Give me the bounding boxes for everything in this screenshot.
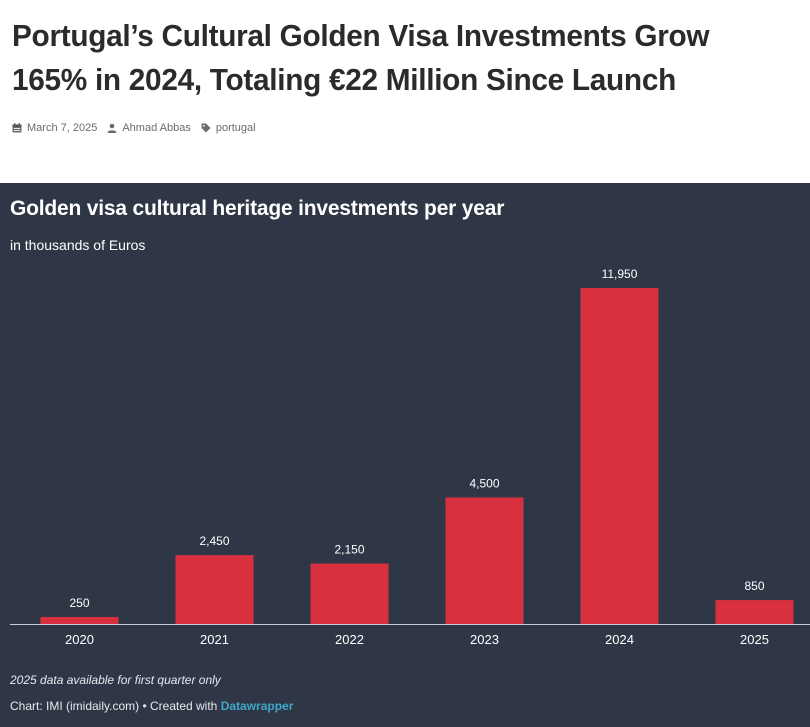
meta-author[interactable]: Ahmad Abbas: [107, 122, 191, 134]
meta-author-text[interactable]: Ahmad Abbas: [122, 122, 191, 134]
chart-credit: Chart: IMI (imidaily.com) • Created with…: [10, 699, 293, 713]
chart-footnote: 2025 data available for first quarter on…: [10, 673, 221, 687]
bar-2024: [580, 288, 659, 624]
bar-chart: 250 2020 2,450 2021 2,150 2022 4,500 2023 11,950…: [10, 267, 810, 647]
value-label-2023: 4,500: [469, 476, 499, 490]
chart-card: Golden visa cultural heritage investment…: [0, 183, 810, 727]
value-label-2021: 2,450: [199, 534, 229, 548]
x-tick-2020: 2020: [65, 632, 94, 647]
article-meta: March 7, 2025 Ahmad Abbas portugal: [12, 120, 266, 136]
meta-tag[interactable]: portugal: [201, 122, 256, 134]
chart-subtitle: in thousands of Euros: [10, 237, 146, 253]
meta-tag-text[interactable]: portugal: [215, 122, 256, 134]
bar-2020: [40, 616, 119, 624]
bar-2021: [175, 555, 254, 624]
bar-2023: [445, 497, 524, 624]
datawrapper-link[interactable]: Datawrapper: [220, 699, 294, 713]
meta-date: March 7, 2025: [12, 122, 97, 134]
x-tick-2025: 2025: [740, 632, 769, 647]
bar-2025: [715, 600, 794, 624]
meta-date-text: March 7, 2025: [27, 122, 98, 134]
tag-icon: [201, 123, 211, 133]
x-tick-2023: 2023: [470, 632, 499, 647]
article-headline: Portugal’s Cultural Golden Visa Investme…: [12, 18, 710, 97]
user-icon: [107, 123, 117, 133]
value-label-2025: 850: [744, 579, 764, 593]
value-label-2020: 250: [69, 596, 89, 610]
chart-title: Golden visa cultural heritage investment…: [10, 197, 505, 220]
x-tick-2022: 2022: [335, 632, 364, 647]
value-label-2022: 2,150: [334, 543, 364, 557]
bar-2022: [310, 563, 389, 624]
x-tick-2021: 2021: [200, 632, 229, 647]
calendar-icon: [12, 123, 22, 133]
x-tick-2024: 2024: [605, 632, 634, 647]
chart-credit-text: Chart: IMI (imidaily.com) • Created with: [10, 699, 221, 713]
value-label-2024: 11,950: [602, 267, 638, 281]
article-header: Portugal’s Cultural Golden Visa Investme…: [0, 0, 810, 183]
